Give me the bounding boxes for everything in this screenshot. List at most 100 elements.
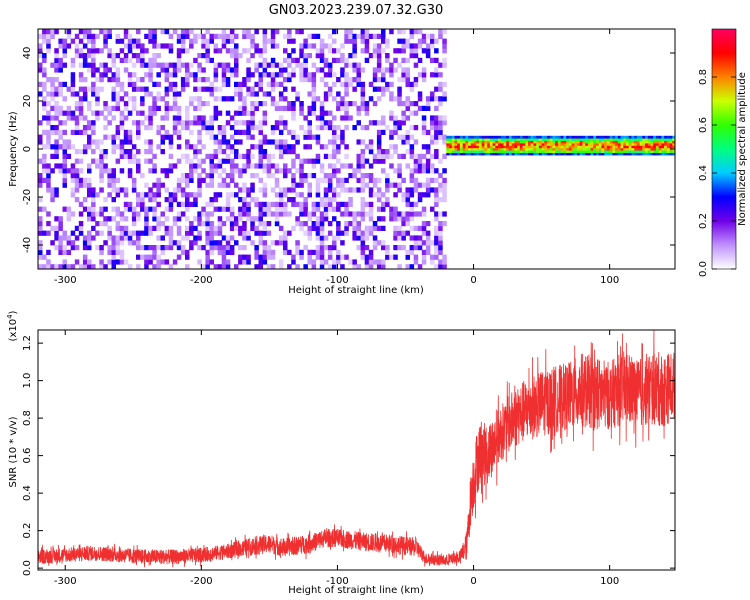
spectrogram-cell — [95, 67, 100, 73]
spectrogram-cell — [438, 129, 443, 135]
spectrogram-cell — [372, 158, 378, 164]
spectrogram-cell — [270, 38, 276, 44]
spectrogram-cell — [332, 264, 337, 269]
spectrogram-cell — [242, 235, 247, 241]
spectrogram-cell — [360, 158, 366, 164]
spectrogram-cell — [95, 144, 100, 150]
spectrogram-cell — [205, 38, 210, 44]
spectrogram-cell — [131, 182, 137, 188]
spectrogram-cell — [425, 249, 431, 255]
spectrogram-cell — [140, 192, 145, 198]
spectrogram-cell — [148, 77, 153, 83]
spectrogram-cell — [254, 230, 259, 236]
spectrogram-cell — [242, 129, 247, 135]
spectrogram-cell — [152, 254, 157, 260]
spectrogram-cell — [58, 129, 63, 135]
spectrogram-cell — [152, 192, 157, 198]
spectrogram-cell — [246, 48, 251, 54]
spectrogram-cell — [176, 240, 182, 246]
spectrogram-band-cell — [598, 147, 602, 151]
spectrogram-cell — [140, 197, 145, 203]
spectrogram-cell — [352, 86, 357, 92]
spectrogram-cell — [87, 67, 92, 73]
spectrogram-cell — [152, 105, 157, 111]
spectrogram-cell — [319, 240, 325, 246]
spectrogram-xlabel: Height of straight line (km) — [288, 285, 424, 296]
spectrogram-cell — [311, 101, 317, 107]
spectrogram-cell — [225, 38, 231, 44]
spectrogram-cell — [42, 206, 47, 212]
spectrogram-cell — [176, 211, 182, 217]
spectrogram-cell — [152, 206, 157, 212]
spectrogram-cell — [38, 62, 43, 68]
spectrogram-band-cell — [653, 140, 657, 144]
spectrogram-band-cell — [664, 143, 668, 146]
spectrogram-cell — [58, 240, 63, 246]
spectrogram-cell — [82, 235, 88, 241]
spectrogram-band-cell — [503, 152, 507, 156]
spectrogram-cell — [221, 182, 227, 188]
spectrogram-band-cell — [536, 140, 540, 144]
spectrogram-cell — [438, 245, 443, 251]
spectrogram-cell — [397, 230, 402, 236]
spectrogram-cell — [413, 187, 419, 193]
spectrogram-cell — [46, 173, 51, 179]
spectrogram-band-cell — [487, 140, 491, 144]
spectrogram-cell — [413, 62, 419, 68]
spectrogram-cell — [180, 177, 186, 183]
spectrogram-cell — [303, 158, 308, 164]
spectrogram-cell — [197, 129, 202, 135]
spectrogram-cell — [438, 81, 443, 87]
spectrogram-cell — [266, 62, 272, 68]
figure-title: GN03.2023.239.07.32.G30 — [269, 3, 444, 18]
spectrogram-cell — [376, 120, 382, 126]
spectrogram-cell — [217, 129, 223, 135]
spectrogram-cell — [42, 163, 47, 169]
spectrogram-cell — [168, 240, 174, 246]
spectrogram-cell — [246, 206, 251, 212]
spectrogram-cell — [156, 91, 161, 97]
spectrogram-cell — [299, 225, 304, 231]
spectrogram-cell — [168, 264, 174, 269]
spectrogram-band-cell — [549, 143, 553, 146]
spectrogram-cell — [376, 96, 382, 102]
spectrogram-cell — [70, 91, 76, 97]
spectrogram-cell — [168, 225, 174, 231]
spectrogram-cell — [258, 259, 263, 265]
spectrogram-cell — [201, 120, 206, 126]
spectrogram-cell — [381, 153, 386, 159]
spectrogram-cell — [209, 134, 214, 140]
spectrogram-cell — [185, 139, 190, 145]
spectrogram-band-cell — [585, 138, 589, 141]
spectrogram-cell — [434, 72, 439, 78]
spectrogram-cell — [270, 57, 276, 63]
spectrogram-band-cell — [568, 135, 572, 139]
spectrogram-cell — [58, 221, 63, 227]
spectrogram-cell — [356, 105, 361, 111]
spectrogram-cell — [209, 245, 214, 251]
spectrogram-band-cell — [547, 150, 551, 153]
spectrogram-band-cell — [549, 138, 553, 141]
spectrogram-band-cell — [503, 140, 507, 144]
spectrogram-cell — [319, 225, 325, 231]
spectrogram-band-cell — [555, 152, 559, 156]
spectrogram-cell — [91, 197, 96, 203]
spectrogram-cell — [205, 153, 210, 159]
spectrogram-band-cell — [457, 143, 461, 146]
spectrogram-band-cell — [609, 138, 613, 141]
spectrogram-band-cell — [566, 135, 570, 139]
spectrogram-cell — [291, 201, 296, 207]
spectrogram-cell — [442, 96, 447, 102]
spectrogram-band-cell — [617, 145, 621, 149]
spectrogram-cell — [274, 125, 280, 131]
spectrogram-cell — [360, 249, 366, 255]
spectrogram-cell — [307, 173, 312, 179]
colorbar-tick-label: 0.6 — [698, 117, 709, 133]
spectrogram-cell — [413, 259, 419, 265]
spectrogram-cell — [401, 230, 406, 236]
spectrogram-band-cell — [506, 147, 510, 151]
spectrogram-cell — [160, 67, 165, 73]
spectrogram-cell — [58, 91, 63, 97]
spectrogram-cell — [148, 57, 153, 63]
spectrogram-cell — [164, 259, 170, 265]
